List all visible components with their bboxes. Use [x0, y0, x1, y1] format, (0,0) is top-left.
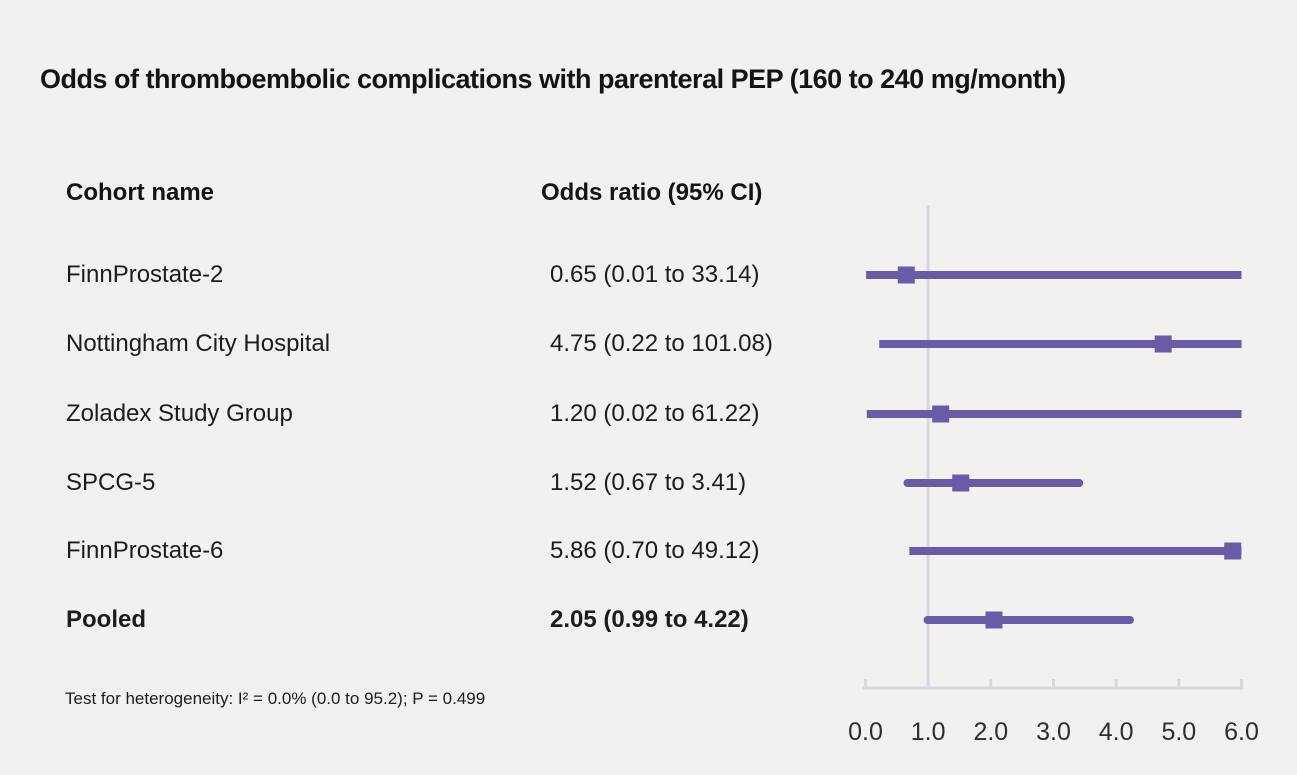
x-tick-label: 5.0 [1161, 718, 1196, 746]
x-tick-label: 1.0 [911, 718, 946, 746]
x-tick-label: 0.0 [848, 718, 883, 746]
column-headers: Cohort name Odds ratio (95% CI) [0, 179, 1297, 211]
odds-ratio-value: 4.75 (0.22 to 101.08) [550, 330, 773, 357]
or-marker [985, 611, 1003, 629]
odds-ratio-value: 5.86 (0.70 to 49.12) [550, 537, 760, 564]
cohort-name: FinnProstate-6 [66, 537, 224, 564]
cohort-name: Nottingham City Hospital [66, 330, 331, 357]
or-marker [897, 266, 915, 284]
or-marker [1224, 542, 1242, 560]
table-row-pooled: Pooled 2.05 (0.99 to 4.22) [0, 603, 860, 637]
chart-title: Odds of thromboembolic complications wit… [40, 64, 1066, 94]
x-tick-label: 4.0 [1099, 718, 1134, 746]
odds-ratio-value: 2.05 (0.99 to 4.22) [550, 606, 749, 633]
cohort-name: SPCG-5 [66, 469, 156, 496]
heterogeneity-note: Test for heterogeneity: I² = 0.0% (0.0 t… [65, 689, 486, 708]
cohort-name: Pooled [66, 606, 147, 633]
or-marker [932, 405, 950, 423]
x-tick-label: 2.0 [973, 718, 1008, 746]
x-tick-label: 3.0 [1036, 718, 1071, 746]
or-marker [952, 474, 970, 492]
table-row: SPCG-5 1.52 (0.67 to 3.41) [0, 466, 860, 500]
x-tick-label: 6.0 [1224, 718, 1259, 746]
or-marker [1154, 335, 1172, 353]
table-row: Nottingham City Hospital 4.75 (0.22 to 1… [0, 327, 860, 361]
table-row: FinnProstate-2 0.65 (0.01 to 33.14) [0, 258, 860, 292]
cohort-name: Zoladex Study Group [66, 400, 293, 427]
table-row: FinnProstate-6 5.86 (0.70 to 49.12) [0, 534, 860, 568]
odds-ratio-value: 0.65 (0.01 to 33.14) [550, 261, 760, 288]
odds-ratio-value: 1.52 (0.67 to 3.41) [550, 469, 747, 496]
column-header-cohort-name: Cohort name [66, 179, 215, 206]
column-header-odds-ratio: Odds ratio (95% CI) [541, 179, 763, 206]
cohort-name: FinnProstate-2 [66, 261, 224, 288]
odds-ratio-value: 1.20 (0.02 to 61.22) [550, 400, 760, 427]
table-row: Zoladex Study Group 1.20 (0.02 to 61.22) [0, 397, 860, 431]
